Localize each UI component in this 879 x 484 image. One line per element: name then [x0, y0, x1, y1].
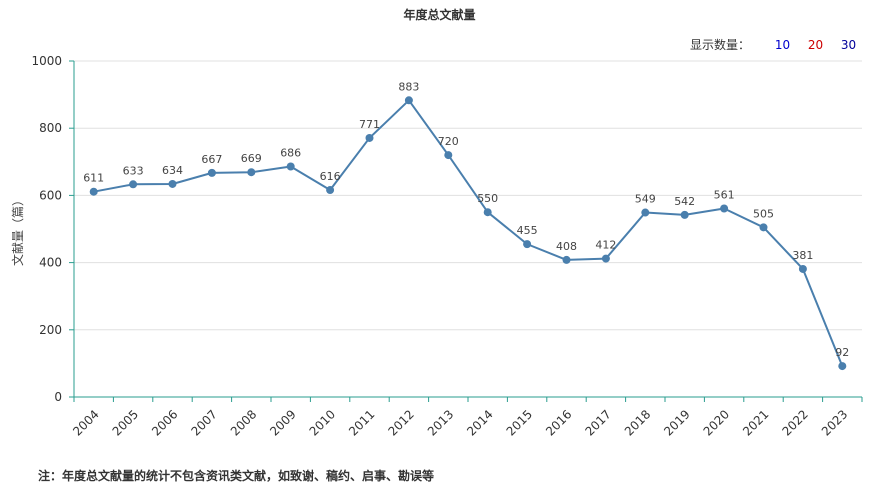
chart-title: 年度总文献量 [403, 8, 476, 22]
data-label: 883 [398, 80, 419, 93]
data-point [838, 362, 847, 371]
x-tick-label: 2011 [346, 407, 377, 438]
x-tick-label: 2023 [819, 407, 850, 438]
x-tick-label: 2006 [149, 407, 180, 438]
data-label: 550 [477, 192, 498, 205]
x-tick-label: 2020 [701, 407, 732, 438]
y-axis-title: 文献量（篇） [10, 194, 25, 266]
x-tick-label: 2004 [70, 407, 101, 438]
data-point [601, 254, 610, 263]
data-label: 381 [792, 249, 813, 262]
data-point [207, 168, 216, 177]
x-tick-label: 2015 [504, 407, 535, 438]
display-count-selector: 显示数量： 10 20 30 [690, 36, 865, 53]
data-label: 771 [359, 118, 380, 131]
data-point [247, 168, 256, 177]
x-tick-label: 2019 [661, 407, 692, 438]
data-point [444, 151, 453, 160]
data-point [798, 264, 807, 273]
data-label: 667 [201, 153, 222, 166]
data-point [129, 180, 138, 189]
series-line [93, 99, 844, 367]
data-labels: 611 633 634 667 669 686 616 771 883 720 550 455 408 4… [83, 80, 849, 359]
data-label: 669 [241, 152, 262, 165]
data-point [523, 240, 532, 249]
x-tick-label: 2012 [385, 407, 416, 438]
y-tick-label: 600 [39, 188, 62, 202]
display-count-option-30[interactable]: 30 [840, 37, 857, 52]
x-tick-label: 2022 [779, 407, 810, 438]
data-point [286, 162, 295, 171]
data-label: 542 [674, 195, 695, 208]
x-tick-label: 2021 [740, 407, 771, 438]
x-tick-label: 2009 [267, 407, 298, 438]
y-tick-label: 1000 [31, 54, 62, 68]
x-tick-label: 2008 [228, 407, 259, 438]
footnote: 注：年度总文献量的统计不包含资讯类文献，如致谢、稿约、启事、勘误等 [38, 469, 435, 483]
data-point [483, 208, 492, 217]
y-tick-label: 400 [39, 256, 62, 270]
data-label: 455 [517, 224, 538, 237]
x-tick-label: 2016 [543, 407, 574, 438]
data-point [720, 204, 729, 213]
x-tick-label: 2017 [582, 407, 613, 438]
data-label: 412 [595, 239, 616, 252]
y-tick-label: 800 [39, 121, 62, 135]
data-label: 611 [83, 172, 104, 185]
x-tick-label: 2013 [425, 407, 456, 438]
data-point [365, 133, 374, 142]
data-label: 616 [320, 170, 341, 183]
axes: 0 200 400 600 800 1000 2004 2005 2006 2007 2008 200… [31, 54, 863, 439]
data-point [562, 255, 571, 264]
series [89, 96, 847, 371]
data-label: 633 [123, 164, 144, 177]
data-label: 408 [556, 240, 577, 253]
x-tick-label: 2014 [464, 407, 495, 438]
x-tick-label: 2007 [188, 407, 219, 438]
data-point [89, 187, 98, 196]
data-label: 720 [438, 135, 459, 148]
data-label: 505 [753, 207, 774, 220]
x-tick-label: 2018 [622, 407, 653, 438]
data-point [168, 179, 177, 188]
data-label: 561 [714, 189, 735, 202]
grid-lines [74, 60, 862, 331]
x-tick-label: 2010 [307, 407, 338, 438]
line-chart: 0 200 400 600 800 1000 2004 2005 2006 2007 2008 200… [10, 54, 863, 439]
data-point [641, 208, 650, 217]
data-label: 634 [162, 164, 183, 177]
data-label: 686 [280, 147, 301, 160]
y-tick-label: 0 [54, 390, 62, 404]
data-point [326, 186, 335, 195]
data-point [680, 210, 689, 219]
display-count-option-10[interactable]: 10 [774, 37, 791, 52]
display-count-option-20[interactable]: 20 [807, 37, 824, 52]
data-label: 92 [835, 346, 849, 359]
y-tick-label: 200 [39, 323, 62, 337]
data-label: 549 [635, 193, 656, 206]
display-count-label: 显示数量： [689, 38, 750, 52]
data-point [404, 96, 413, 105]
data-point [759, 223, 768, 232]
x-tick-label: 2005 [110, 407, 141, 438]
